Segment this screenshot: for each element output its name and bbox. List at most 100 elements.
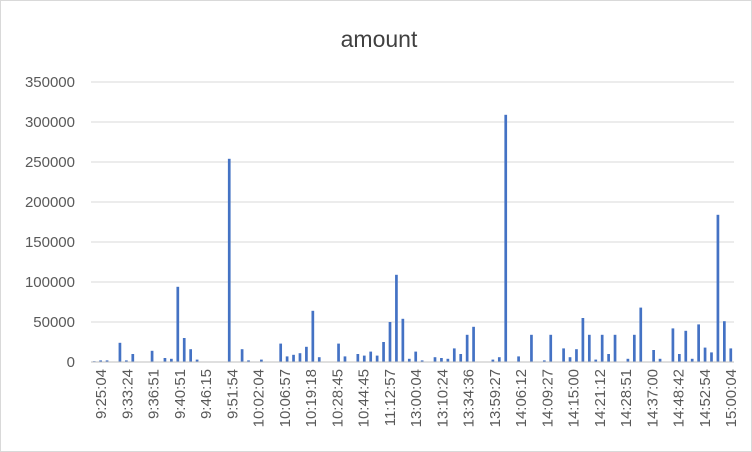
bar: [189, 349, 193, 362]
bar: [260, 359, 263, 362]
bar: [562, 348, 565, 362]
bar: [710, 352, 713, 362]
x-tick-label: 13:00:04: [408, 369, 425, 427]
bar: [375, 355, 379, 362]
x-tick-label: 14:52:54: [697, 369, 714, 427]
bar: [298, 353, 302, 362]
bar: [542, 360, 546, 362]
y-tick-label: 0: [67, 354, 75, 371]
x-axis: 9:25:04 9:33:24 9:36:51 9:40:51 9:46:15 9:51:…: [93, 369, 740, 427]
y-tick-label: 50000: [33, 314, 75, 331]
bar: [497, 357, 501, 362]
x-tick-label: 9:40:51: [172, 369, 189, 419]
bar: [568, 357, 572, 362]
bar: [632, 334, 636, 362]
x-tick-label: 9:46:15: [198, 369, 215, 419]
bar: [227, 158, 231, 362]
x-tick-label: 9:36:51: [146, 369, 163, 419]
x-tick-label: 13:10:24: [434, 369, 451, 427]
chart-title: amount: [341, 26, 418, 52]
bar: [575, 349, 578, 362]
bar: [362, 355, 366, 362]
bar: [163, 358, 167, 362]
bar: [613, 334, 617, 362]
bar: [285, 356, 289, 362]
bar: [677, 354, 681, 362]
bar: [491, 359, 495, 362]
bar: [118, 342, 122, 362]
bar: [420, 360, 424, 362]
bar: [639, 307, 643, 362]
bar: [440, 358, 443, 362]
bar: [530, 334, 533, 362]
x-tick-label: 14:37:00: [644, 369, 661, 427]
x-tick-label: 14:06:12: [513, 369, 530, 427]
bar: [247, 360, 250, 362]
x-tick-label: 10:06:57: [277, 369, 294, 427]
x-tick-label: 15:00:04: [723, 369, 740, 427]
bar: [388, 322, 392, 362]
bar: [723, 321, 726, 362]
x-tick-label: 10:44:45: [356, 369, 373, 427]
bar: [581, 318, 585, 362]
bar: [279, 343, 283, 362]
bar: [600, 334, 604, 362]
x-tick-label: 11:12:57: [382, 369, 399, 426]
x-tick-label: 10:02:04: [251, 369, 268, 427]
bar: [452, 348, 456, 362]
x-tick-label: 14:48:42: [671, 369, 688, 427]
grid: [91, 81, 734, 323]
bar: [626, 358, 630, 362]
bar: [465, 334, 469, 362]
bars: [92, 114, 733, 362]
bar: [311, 310, 315, 362]
bar: [407, 358, 411, 362]
x-tick-label: 9:25:04: [93, 369, 110, 419]
bar: [716, 214, 720, 362]
y-tick-label: 250000: [25, 154, 75, 171]
bar: [240, 349, 244, 362]
x-tick-label: 13:59:27: [487, 369, 504, 427]
y-tick-label: 300000: [25, 114, 75, 131]
bar: [472, 326, 475, 362]
x-tick-label: 14:15:00: [566, 369, 583, 427]
bar: [305, 346, 308, 362]
bar: [729, 348, 733, 362]
x-tick-label: 10:28:45: [329, 369, 346, 427]
bar: [150, 350, 154, 362]
bar: [343, 356, 347, 362]
bar: [395, 274, 398, 362]
bar: [182, 338, 186, 362]
bar: [176, 286, 180, 362]
bar: [517, 356, 520, 362]
bar: [414, 351, 418, 362]
y-tick-label: 200000: [25, 194, 75, 211]
bar: [337, 343, 340, 362]
bar: [652, 350, 655, 362]
y-tick-label: 100000: [25, 274, 75, 291]
y-tick-label: 150000: [25, 234, 75, 251]
y-axis: 0 50000 100000 150000 200000 250000 300000 3500…: [25, 74, 75, 371]
bar: [697, 324, 700, 362]
bar: [549, 334, 553, 362]
x-tick-label: 10:19:18: [303, 369, 320, 427]
x-tick-label: 9:51:54: [224, 369, 241, 419]
x-tick-label: 13:34:36: [461, 369, 478, 427]
bar: [587, 334, 591, 362]
bar: [684, 330, 688, 362]
bar: [105, 360, 109, 362]
bar: [356, 354, 360, 362]
x-tick-label: 14:09:27: [539, 369, 556, 427]
bar: [703, 347, 707, 362]
y-tick-label: 350000: [25, 74, 75, 91]
bar: [131, 354, 135, 362]
bar: [401, 318, 405, 362]
bar: [658, 358, 662, 362]
x-tick-label: 14:21:12: [592, 369, 609, 427]
bar: [170, 358, 173, 362]
bar: [125, 360, 128, 362]
bar: [382, 342, 385, 362]
bar: [504, 114, 508, 362]
